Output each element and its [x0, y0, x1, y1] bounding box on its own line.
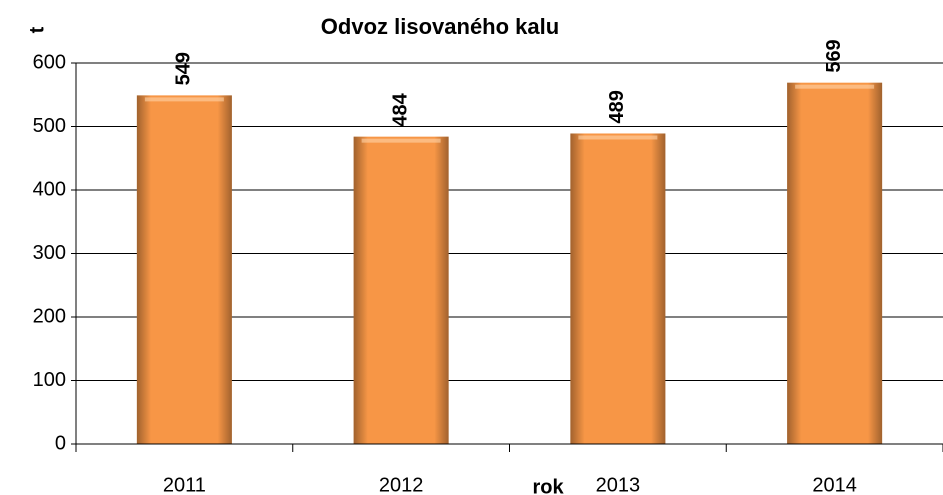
bar-highlight	[795, 84, 875, 89]
bar-shade	[353, 136, 449, 444]
bar-shade	[136, 95, 232, 444]
bar-shade	[787, 82, 883, 444]
chart-title: Odvoz lisovaného kalu	[321, 14, 559, 39]
data-label: 549	[173, 52, 195, 85]
x-tick-label: 2013	[596, 474, 641, 495]
bar-highlight	[578, 135, 658, 140]
y-tick-label: 300	[33, 242, 66, 264]
bar-highlight	[361, 138, 441, 143]
x-tick-label: 2011	[163, 474, 206, 495]
data-label: 569	[823, 39, 845, 72]
y-tick-label: 400	[33, 178, 66, 200]
y-axis-label: t	[26, 26, 48, 33]
y-tick-label: 500	[33, 115, 66, 137]
x-tick-label: 2014	[812, 474, 857, 495]
bar-shade	[570, 133, 666, 445]
data-label: 489	[606, 90, 628, 123]
y-tick-label: 600	[33, 51, 66, 73]
bar-highlight	[144, 97, 224, 102]
y-tick-label: 100	[33, 369, 66, 391]
x-axis-label: rok	[532, 476, 564, 495]
y-tick-label: 200	[33, 305, 66, 327]
data-label: 484	[389, 92, 411, 126]
x-tick-label: 2012	[379, 474, 424, 495]
y-tick-label: 0	[55, 432, 66, 454]
